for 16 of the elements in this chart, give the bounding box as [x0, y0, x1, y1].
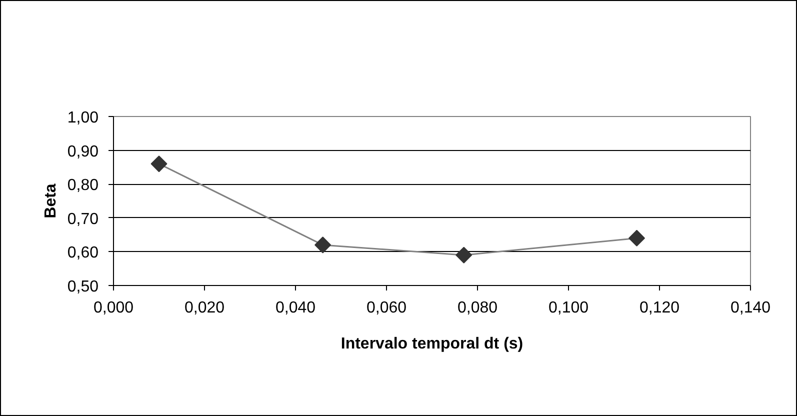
x-tick-label: 0,120 — [639, 300, 680, 316]
y-tick-label: 0,80 — [67, 177, 99, 194]
x-tick-label: 0,020 — [184, 300, 225, 316]
y-tick-label: 1,00 — [67, 110, 99, 126]
x-tick-label: 0,000 — [93, 300, 134, 316]
x-tick-label: 0,140 — [730, 300, 771, 316]
x-tick-label: 0,080 — [457, 300, 498, 316]
x-tick-label: 0,100 — [548, 300, 589, 316]
y-tick-label: 0,90 — [67, 143, 99, 160]
x-axis-title: Intervalo temporal dt (s) — [340, 336, 524, 352]
x-tick-label: 0,060 — [366, 300, 407, 316]
y-axis-title: Beta — [42, 184, 60, 218]
y-tick-label: 0,60 — [67, 244, 99, 262]
y-tick-label: 0,70 — [67, 210, 99, 228]
y-tick-label: 0,50 — [67, 278, 99, 296]
x-tick-label: 0,040 — [275, 300, 316, 316]
